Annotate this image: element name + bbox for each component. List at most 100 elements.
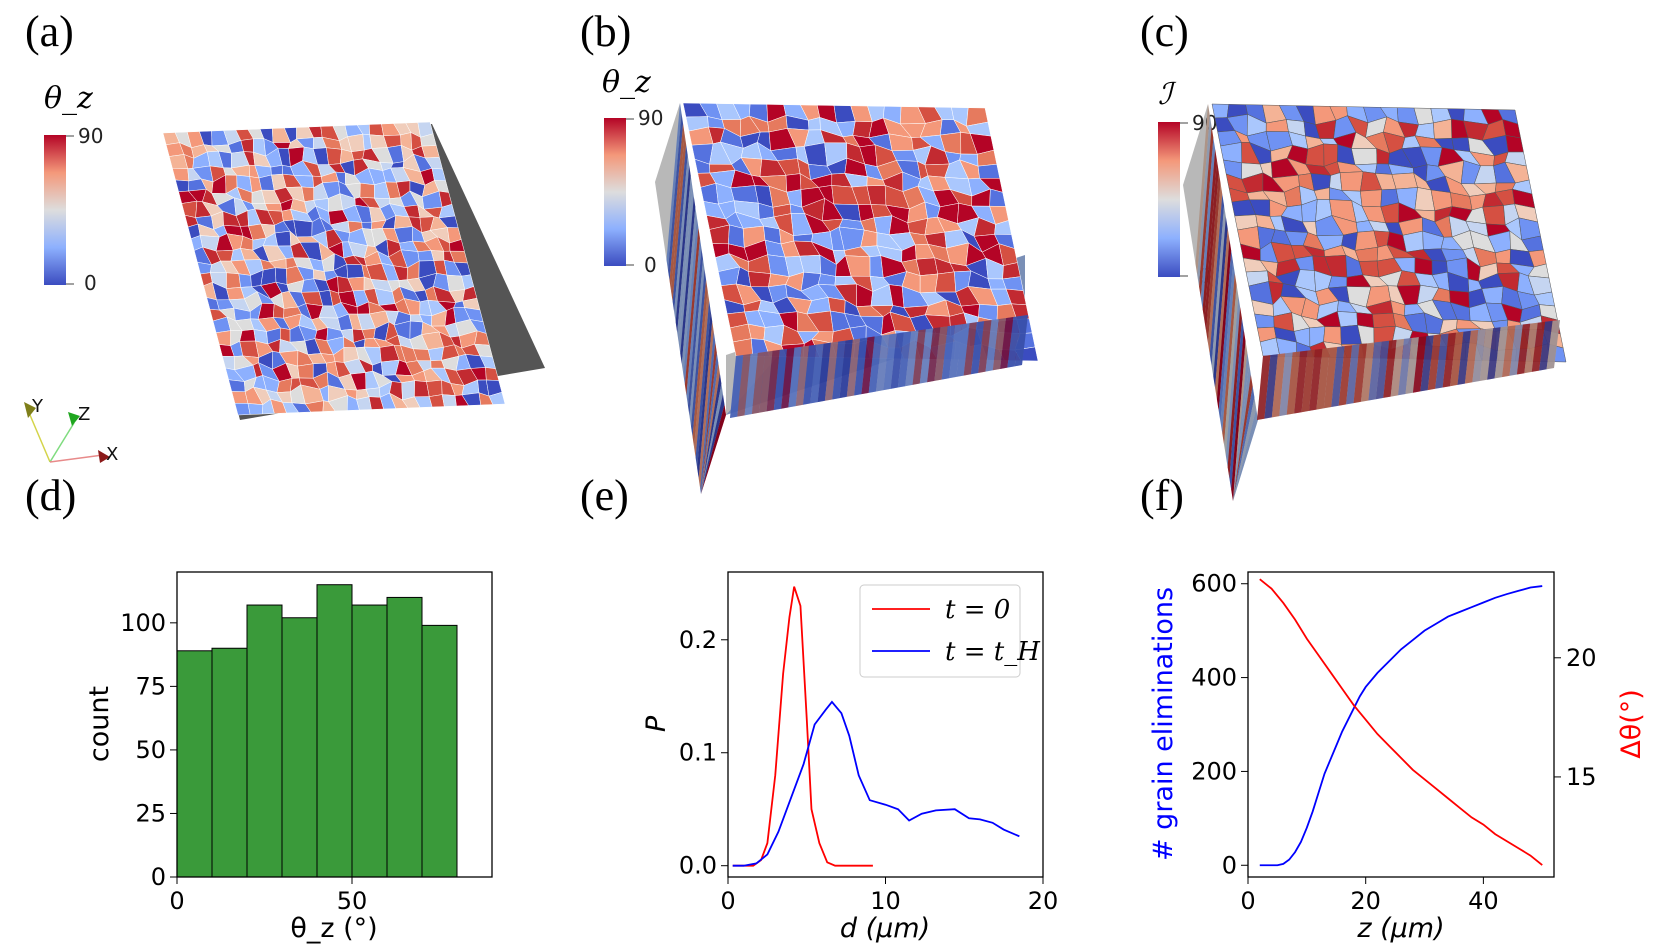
face-shade [655, 103, 726, 494]
columnar-grain [1546, 320, 1560, 370]
columnar-grain [751, 351, 766, 415]
columnar-grain [687, 248, 703, 416]
panel-label-a: (a) [25, 7, 74, 56]
y-tick-label: 600 [1191, 570, 1237, 598]
columnar-grain [686, 238, 702, 406]
columnar-grain [701, 342, 717, 494]
columnar-grain [681, 207, 697, 375]
columnar-grain [766, 349, 780, 412]
columnar-grain [1301, 349, 1315, 413]
grain-cell [1220, 142, 1243, 164]
columnar-grain [832, 340, 846, 400]
grain-cell [728, 224, 745, 248]
grain-cell [293, 219, 313, 238]
columnar-grain [1539, 320, 1553, 371]
columnar-grain [737, 353, 751, 417]
columnar-grain [1211, 205, 1226, 377]
distribution-legend: t = 0 t = t_H [859, 584, 1041, 678]
grain-cell [239, 329, 256, 342]
grain-cell [1337, 311, 1358, 328]
grain-cell [730, 185, 759, 204]
columnar-grain [1294, 350, 1308, 414]
columnar-grain [700, 331, 716, 494]
columnar-grain [919, 328, 934, 384]
columnar-grain [963, 322, 977, 376]
columnar-grain [701, 383, 723, 494]
columnar-grain [666, 103, 682, 271]
columnar-grain [674, 155, 690, 323]
grain-cell [247, 403, 264, 415]
grain-cell [238, 273, 252, 288]
columnar-grain [810, 343, 824, 404]
y-tick-label: 75 [135, 672, 166, 700]
columnar-grain [1509, 324, 1523, 376]
columnar-grain [698, 321, 714, 489]
columnar-grain [941, 325, 955, 380]
columnar-grain [689, 259, 705, 427]
columnar-grain [1206, 171, 1221, 343]
histogram-bar [211, 647, 248, 878]
triad-label-y: Y [31, 396, 44, 417]
colorbar-a-max: 90 [78, 124, 103, 148]
face-shade [1257, 320, 1560, 420]
columnar-grain [1216, 239, 1232, 411]
columnar-grain [1390, 338, 1405, 397]
columnar-grain [701, 363, 720, 494]
columnar-grain [730, 354, 744, 418]
grain-cell [326, 147, 342, 165]
grain-cell [934, 271, 957, 293]
grain-cell [1391, 172, 1418, 190]
columnar-grain [1209, 194, 1225, 366]
columnar-grain [1531, 321, 1546, 372]
columnar-grain [669, 123, 685, 292]
columnar-grain [1427, 334, 1442, 391]
columnar-grain [1014, 315, 1028, 367]
grain-cell [181, 200, 198, 218]
columnar-grain [1450, 331, 1464, 387]
columnar-grain [701, 373, 722, 494]
grain-cell [264, 203, 283, 212]
grain-cell [1329, 172, 1343, 191]
columnar-grain [970, 321, 985, 375]
columnar-grain [759, 350, 773, 413]
columnar-grain [1229, 318, 1244, 490]
columnar-grain [1435, 333, 1449, 389]
columnar-grain [1353, 343, 1367, 404]
columnar-grain [934, 326, 948, 381]
colorbar-b: θ_z 90 0 [602, 65, 663, 277]
columnar-grain [1218, 250, 1233, 422]
columnar-grain [803, 344, 817, 405]
columnar-grain [1220, 262, 1235, 434]
grain-cube-intensity-render [1183, 103, 1567, 501]
columnar-grain [905, 330, 919, 387]
x-tick-label: 0 [720, 887, 735, 915]
panel-label-d: (d) [25, 471, 76, 520]
grain-cell [873, 215, 893, 236]
histogram-bar [351, 604, 388, 878]
axes-triad: Y Z X [24, 396, 118, 465]
eliminations-ylabel: # grain eliminations [1148, 587, 1179, 861]
grain-cell [700, 183, 719, 205]
colorbar-b-min: 0 [644, 253, 657, 277]
colorbar-b-max: 90 [638, 106, 663, 130]
grain-cell [732, 338, 754, 357]
legend-box [859, 584, 1021, 678]
grain-cell [274, 230, 291, 247]
columnar-grain [701, 352, 719, 494]
histogram-bar [281, 617, 318, 878]
grain-cell [915, 257, 939, 276]
y-axis-cone-icon [24, 402, 36, 418]
grain-cell [1211, 103, 1230, 119]
columnar-grain [1331, 346, 1345, 407]
columnar-grain [890, 332, 904, 389]
legend-label-t0: t = 0 [945, 595, 1010, 625]
grain-cell [1254, 313, 1275, 329]
colorbar-b-title: θ_z [602, 65, 651, 100]
eliminations-frame [1247, 571, 1555, 878]
columnar-grain [1516, 323, 1531, 375]
columnar-grain [1420, 335, 1434, 392]
columnar-grain [883, 333, 897, 391]
columnar-grain [668, 113, 684, 281]
columnar-grain [1233, 341, 1248, 501]
